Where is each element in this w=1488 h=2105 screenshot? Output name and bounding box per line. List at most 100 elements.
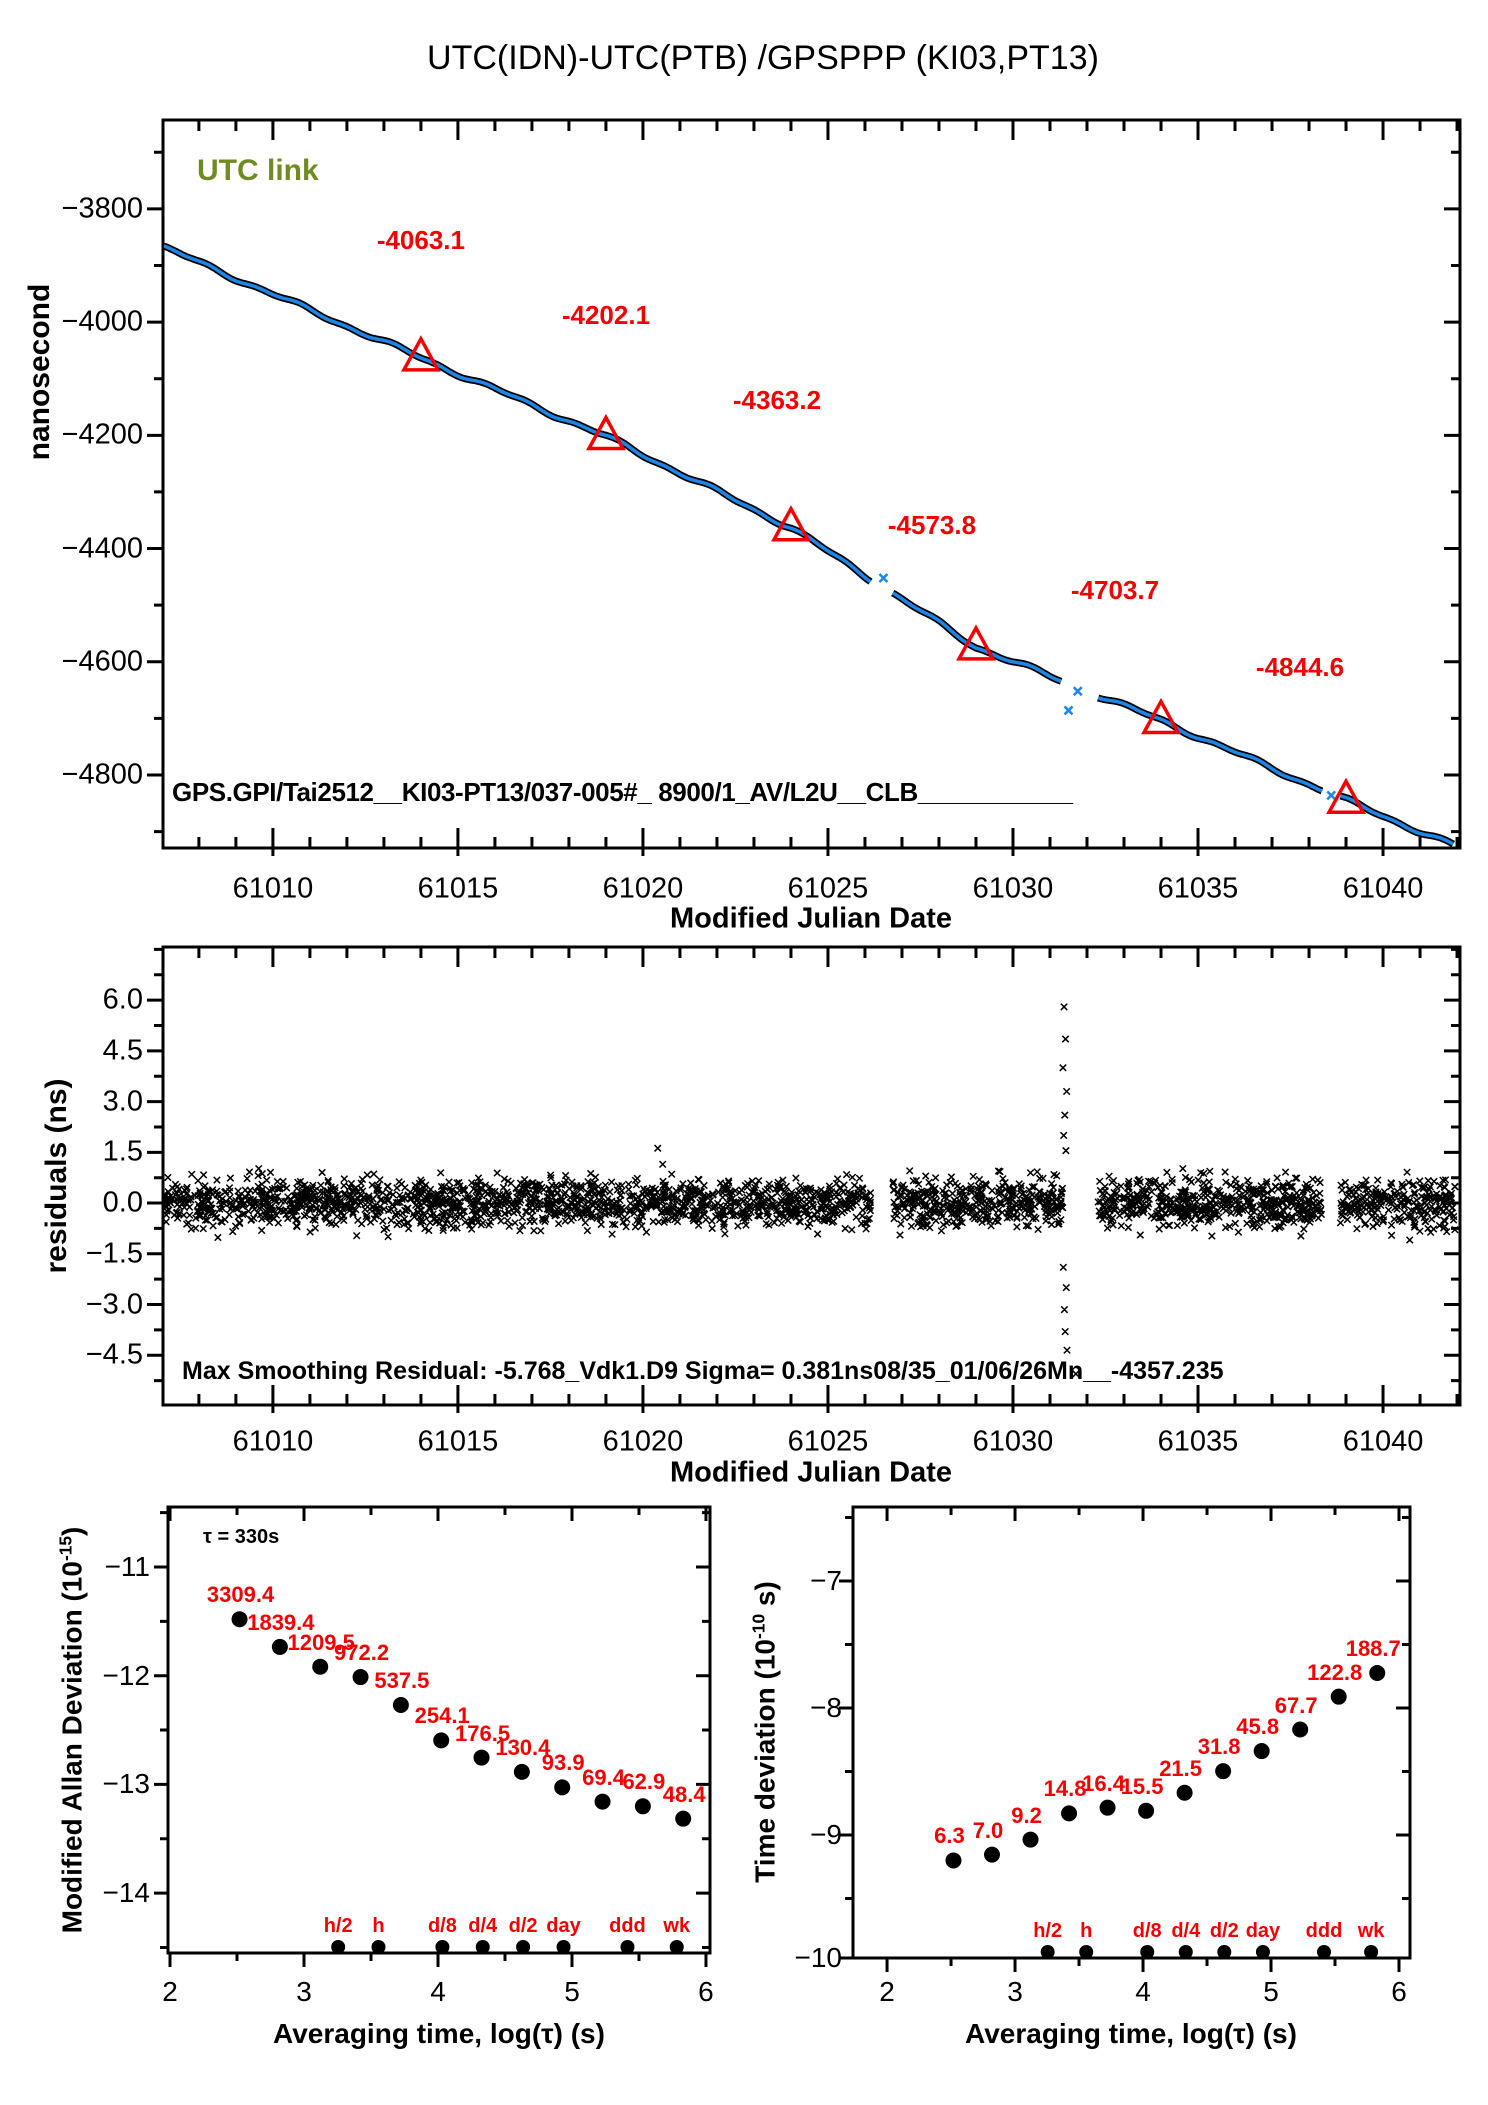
mdev-data-point (271, 1638, 288, 1655)
residuals-y-tick-label: 6.0 (102, 983, 143, 1016)
mdev-frame (166, 1505, 712, 1955)
tdev-data-point (1253, 1743, 1270, 1760)
phase-frame (161, 118, 1462, 850)
calibration-value-label: -4063.1 (376, 224, 465, 255)
tdev-value-label: 6.3 (934, 1823, 965, 1849)
mdev-time-marker-dot (620, 1940, 635, 1954)
phase-x-tick-label: 61030 (972, 872, 1054, 905)
tdev-y-title-text: Time deviation (10 (749, 1638, 781, 1883)
tdev-time-marker-dot (1217, 1945, 1232, 1959)
tdev-data-point (1022, 1831, 1039, 1848)
calibration-value-label: -4202.1 (561, 299, 651, 330)
mdev-time-marker-dot (556, 1940, 571, 1954)
mdev-data-point (634, 1798, 651, 1815)
phase-curve (891, 591, 1062, 683)
mdev-data-point (231, 1611, 248, 1628)
mdev-data-point (473, 1749, 490, 1766)
residuals-y-tick-label: 0.0 (102, 1186, 143, 1219)
tdev-value-label: 67.7 (1274, 1692, 1318, 1718)
calibration-value-label: -4703.7 (1070, 575, 1160, 606)
tdev-time-marker-dot (1079, 1945, 1094, 1959)
residuals-y-tick-label: 1.5 (102, 1135, 143, 1168)
phase-y-tick-label: −4000 (61, 305, 143, 338)
mdev-value-label: 176.5 (455, 1720, 511, 1746)
mdev-y-title-close: ) (56, 1526, 88, 1536)
phase-curve (164, 244, 872, 584)
calibration-value-label: -4573.8 (887, 509, 977, 540)
mdev-time-marker-label: d/4 (468, 1915, 498, 1937)
mdev-data-point (392, 1697, 409, 1714)
mdev-data-point (675, 1810, 692, 1827)
phase-y-tick-label: −4800 (61, 758, 143, 791)
tdev-value-label: 7.0 (972, 1817, 1004, 1843)
mdev-data-point (594, 1793, 611, 1810)
residuals-x-tick-label: 61010 (232, 1425, 314, 1458)
phase-dataset-label: GPS.GPI/Tai2512__KI03-PT13/037-005#_ 890… (172, 777, 1073, 807)
tdev-value-label: 31.8 (1197, 1734, 1241, 1760)
tdev-value-label: 14.8 (1043, 1776, 1087, 1802)
mdev-time-marker-dot (475, 1940, 490, 1954)
residuals-x-tick-label: 61040 (1342, 1425, 1424, 1458)
tdev-value-label: 21.5 (1159, 1755, 1203, 1781)
mdev-y-tick-label: −11 (104, 1551, 150, 1582)
phase-stray-point (1326, 790, 1337, 801)
mdev-y-title-exponent: -15 (55, 1535, 76, 1562)
mdev-value-label: 972.2 (334, 1640, 390, 1666)
tdev-time-marker-label: h/2 (1033, 1920, 1063, 1942)
smoothing-stats-label: Max Smoothing Residual: -5.768_Vdk1.D9 S… (182, 1357, 1224, 1385)
tdev-y-tick-label: −7 (810, 1565, 842, 1597)
tdev-x-tick-label: 3 (1007, 1976, 1023, 2007)
mdev-time-marker-dot (435, 1940, 450, 1954)
tdev-time-marker-label: ddd (1305, 1920, 1343, 1942)
tau-label: τ = 330s (203, 1526, 280, 1548)
residuals-frame (161, 945, 1462, 1407)
calibration-triangle-marker (1326, 777, 1366, 814)
mdev-time-marker-label: h (372, 1915, 385, 1937)
utc-link-legend: UTC link (197, 154, 319, 187)
mdev-value-label: 130.4 (495, 1734, 551, 1760)
mdev-y-title-text: Modified Allan Deviation (10 (56, 1561, 88, 1934)
mdev-value-label: 1209.5 (287, 1629, 355, 1655)
tdev-x-tick-label: 5 (1263, 1976, 1279, 2007)
mdev-time-marker-dot (331, 1940, 346, 1954)
tdev-y-tick-label: −10 (794, 1942, 843, 1973)
tdev-value-label: 122.8 (1307, 1659, 1363, 1685)
tdev-time-marker-label: wk (1357, 1920, 1385, 1942)
residuals-x-tick-label: 61030 (972, 1425, 1054, 1458)
phase-x-tick-label: 61035 (1157, 872, 1239, 905)
mdev-data-point (312, 1658, 329, 1675)
mdev-x-tick-label: 6 (698, 1976, 714, 2007)
mdev-x-tick-label: 4 (430, 1976, 446, 2007)
residuals-plot-area (164, 1003, 1459, 1378)
mdev-time-marker-label: ddd (609, 1915, 646, 1937)
mdev-value-label: 1839.4 (247, 1609, 315, 1635)
mdev-value-label: 537.5 (374, 1668, 430, 1693)
mdev-value-label: 69.4 (582, 1764, 625, 1790)
tdev-time-marker-label: h (1080, 1920, 1093, 1942)
mdev-y-axis-title: Modified Allan Deviation (10-15) (55, 1526, 88, 1934)
tdev-data-point (1215, 1763, 1232, 1780)
tdev-time-marker-dot (1316, 1945, 1331, 1959)
mdev-time-marker-dot (371, 1940, 386, 1954)
residuals-y-axis-title: residuals (ns) (40, 1078, 73, 1274)
tdev-data-point (945, 1852, 962, 1869)
tdev-time-marker-dot (1040, 1945, 1055, 1959)
mdev-x-tick-label: 3 (296, 1976, 312, 2007)
phase-x-axis-title: Modified Julian Date (670, 902, 952, 935)
mdev-time-marker-label: d/2 (508, 1915, 538, 1937)
calibration-triangle-marker (400, 335, 441, 372)
tdev-data-point (1330, 1688, 1347, 1705)
phase-y-tick-label: −4400 (61, 532, 143, 565)
calibration-value-label: -4363.2 (732, 384, 822, 415)
tdev-y-tick-label: −9 (810, 1818, 842, 1850)
residuals-y-tick-label: −4.5 (85, 1338, 143, 1371)
phase-stray-point (878, 573, 889, 583)
mdev-time-marker-label: wk (663, 1915, 691, 1937)
tdev-value-label: 15.5 (1120, 1773, 1164, 1799)
mdev-x-tick-label: 2 (162, 1976, 178, 2007)
tdev-value-label: 188.7 (1345, 1635, 1401, 1661)
tdev-data-point (1369, 1664, 1386, 1681)
phase-y-tick-label: −4200 (61, 418, 143, 451)
tdev-time-marker-label: d/4 (1171, 1920, 1201, 1942)
